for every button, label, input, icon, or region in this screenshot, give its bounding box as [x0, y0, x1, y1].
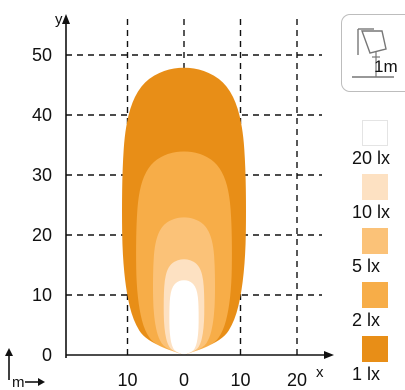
- legend-label: 1 lx: [352, 364, 381, 384]
- legend-item: 2 lx: [352, 282, 404, 331]
- y-tick-label: 50: [32, 45, 52, 65]
- y-tick-label: 30: [32, 165, 52, 185]
- y-axis-label: y: [55, 11, 63, 28]
- legend-label: 20 lx: [352, 148, 391, 168]
- legend-item: 5 lx: [352, 228, 404, 277]
- x-axis-arrow: [324, 351, 334, 359]
- isolux-contour-20lx: [169, 280, 199, 355]
- x-unit-label: m: [12, 374, 25, 390]
- x-tick-label: 10: [117, 370, 137, 390]
- isolux-diagram: y x m 10 0 10 20 0 10 20 30 40 50: [5, 11, 334, 390]
- legend-swatch: [362, 282, 388, 308]
- legend-item: 10 lx: [352, 174, 404, 223]
- axes: y x m: [5, 11, 334, 390]
- y-tick-label: 0: [42, 345, 52, 365]
- x-unit-arrow: [25, 378, 45, 386]
- y-tick-label: 40: [32, 105, 52, 125]
- y-tick-label: 20: [32, 225, 52, 245]
- x-tick-label: 20: [287, 370, 307, 390]
- legend-swatch: [362, 336, 388, 362]
- x-axis-label: x: [316, 364, 324, 381]
- y-unit-arrow: [5, 348, 13, 380]
- legend-item: 20 lx: [352, 120, 404, 169]
- legend-item: 1 lx: [352, 336, 404, 385]
- legend-label: 2 lx: [352, 310, 381, 330]
- legend-swatch: [362, 174, 388, 200]
- tick-labels: 10 0 10 20 0 10 20 30 40 50: [32, 45, 307, 390]
- y-tick-label: 10: [32, 285, 52, 305]
- mounting-height-box: 1m: [341, 14, 405, 92]
- x-tick-label: 0: [179, 370, 189, 390]
- legend-label: 10 lx: [352, 202, 391, 222]
- x-tick-label: 10: [230, 370, 250, 390]
- lamp-mount-icon: [352, 28, 394, 78]
- legend-label: 5 lx: [352, 256, 381, 276]
- legend-swatch: [362, 120, 388, 146]
- y-axis-arrow: [62, 14, 70, 24]
- isolux-contours: [122, 67, 246, 355]
- legend-swatch: [362, 228, 388, 254]
- mounting-height-label: 1m: [374, 57, 398, 76]
